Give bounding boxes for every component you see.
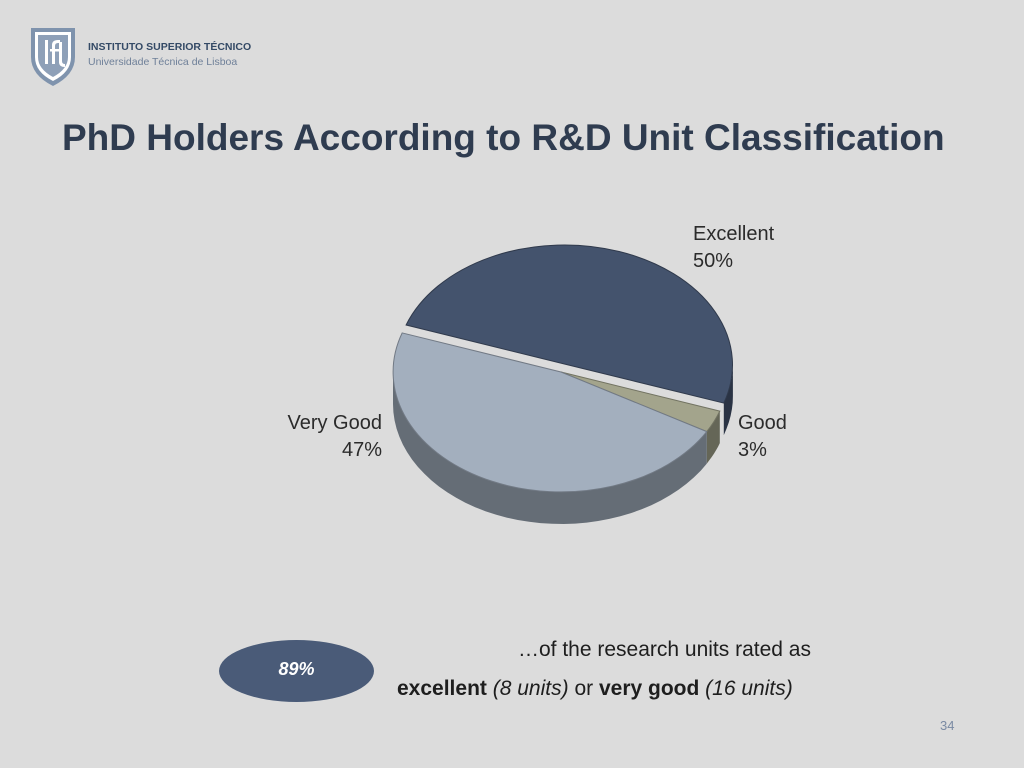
callout-or: or: [574, 677, 594, 700]
callout-very-good-units: (16 units): [705, 677, 793, 700]
label-very-good: Very Good 47%: [232, 410, 382, 464]
percentage-badge: 89%: [219, 640, 374, 702]
callout-line-1: …of the research units rated as: [518, 638, 811, 661]
label-good: Good 3%: [738, 410, 787, 464]
label-very-good-name: Very Good: [287, 412, 382, 434]
page-number: 34: [940, 718, 955, 733]
slice-side-excellent: [723, 364, 733, 436]
percentage-badge-text: 89%: [278, 658, 315, 679]
label-very-good-percent: 47%: [341, 439, 382, 461]
callout-excellent-units: (8 units): [492, 677, 569, 700]
callout-line-2: excellent (8 units) or very good (16 uni…: [397, 677, 793, 701]
slide-title: PhD Holders According to R&D Unit Classi…: [62, 117, 945, 158]
label-good-percent: 3%: [738, 439, 767, 461]
callout-very-good: very good: [598, 677, 700, 700]
slice-side-very-good: [393, 372, 707, 524]
university-name: Universidade Técnica de Lisboa: [88, 56, 238, 68]
label-excellent-percent: 50%: [693, 250, 734, 272]
institution-name: INSTITUTO SUPERIOR TÉCNICO: [88, 41, 252, 53]
slice-excellent: [405, 244, 734, 404]
label-excellent: Excellent 50%: [693, 221, 774, 275]
slice-side-good: [706, 411, 720, 464]
label-excellent-name: Excellent: [693, 223, 775, 245]
ist-shield-logo-icon: [31, 28, 75, 86]
slice-very-good: [392, 332, 708, 493]
label-good-name: Good: [738, 412, 787, 434]
callout-excellent: excellent: [397, 677, 487, 700]
